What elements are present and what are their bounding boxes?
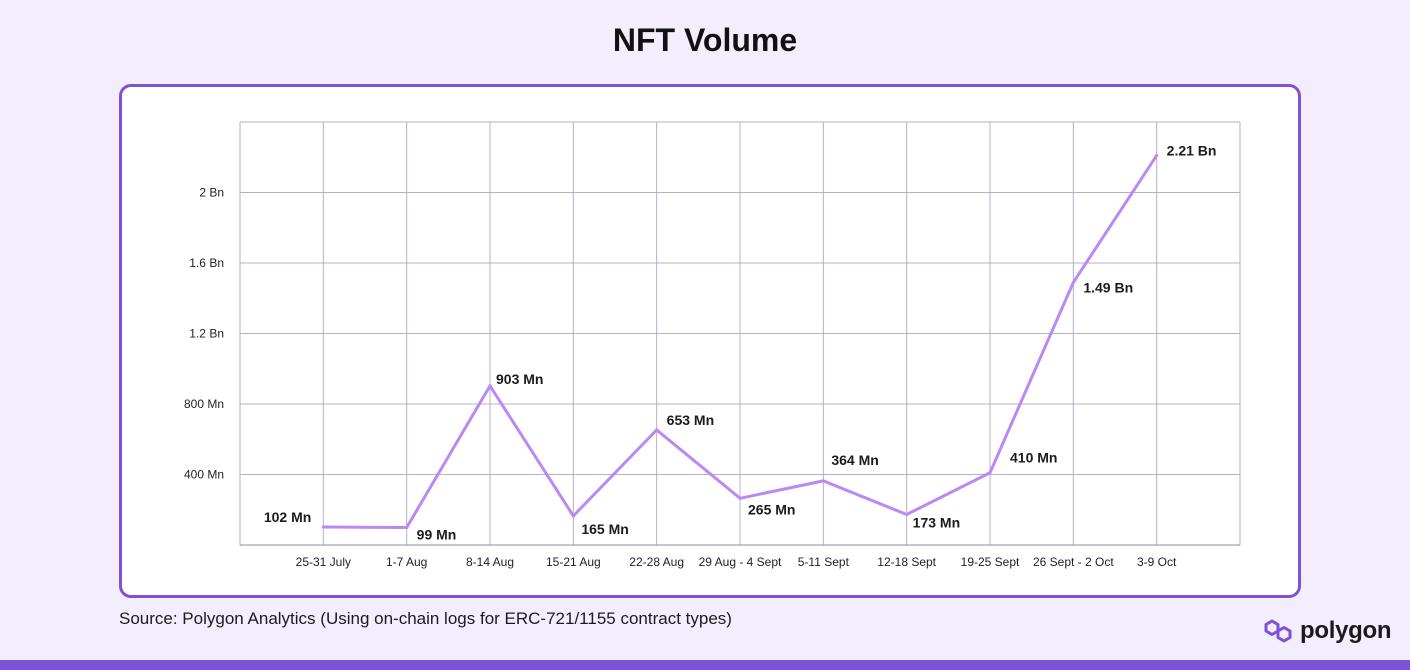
- series-line-group: [321, 153, 1159, 530]
- x-tick-label: 3-9 Oct: [1137, 555, 1177, 569]
- data-point: [655, 428, 659, 432]
- data-point: [738, 496, 742, 500]
- x-tick-label: 25-31 July: [296, 555, 351, 569]
- chart-title: NFT Volume: [612, 22, 798, 58]
- data-label: 903 Mn: [496, 371, 543, 387]
- data-label: 99 Mn: [417, 527, 457, 543]
- polygon-logo-text: polygon: [1300, 617, 1392, 644]
- data-point: [321, 525, 325, 529]
- data-label: 102 Mn: [264, 509, 311, 525]
- data-point: [405, 526, 409, 530]
- data-label: 265 Mn: [748, 501, 795, 517]
- x-tick-label: 19-25 Sept: [961, 555, 1020, 569]
- data-label: 173 Mn: [913, 515, 960, 531]
- data-label: 2.21 Bn: [1167, 142, 1217, 158]
- chart-grid: [239, 121, 1241, 546]
- y-tick-label: 1.6 Bn: [189, 256, 224, 270]
- x-axis-ticks: 25-31 July 1-7 Aug 8-14 Aug 15-21 Aug 22-28 …: [296, 555, 1177, 569]
- data-label: 653 Mn: [667, 412, 714, 428]
- y-axis-ticks: 400 Mn 800 Mn 1.2 Bn 1.6 Bn 2 Bn: [184, 186, 224, 482]
- y-tick-label: 1.2 Bn: [189, 327, 224, 341]
- data-point: [905, 513, 909, 517]
- chart-card: 400 Mn 800 Mn 1.2 Bn 1.6 Bn 2 Bn 25-31 July 1…: [119, 84, 1301, 598]
- data-point: [1071, 280, 1075, 284]
- data-point: [1155, 153, 1159, 157]
- data-label: 410 Mn: [1010, 450, 1057, 466]
- x-tick-label: 22-28 Aug: [629, 555, 684, 569]
- data-label: 165 Mn: [581, 521, 628, 537]
- y-tick-label: 400 Mn: [184, 468, 224, 482]
- data-point: [821, 479, 825, 483]
- bottom-accent-bar: [0, 660, 1410, 670]
- x-tick-label: 1-7 Aug: [386, 555, 427, 569]
- polygon-logo-icon: [1264, 619, 1292, 643]
- polygon-logo: polygon: [1262, 614, 1392, 648]
- line-chart: 400 Mn 800 Mn 1.2 Bn 1.6 Bn 2 Bn 25-31 July 1…: [184, 121, 1241, 569]
- data-label: 1.49 Bn: [1083, 279, 1133, 295]
- source-note: Source: Polygon Analytics (Using on-chai…: [119, 609, 732, 628]
- x-tick-label: 15-21 Aug: [546, 555, 601, 569]
- data-labels: 102 Mn 99 Mn 903 Mn 165 Mn 653 Mn 265 Mn 364 M…: [264, 142, 1217, 542]
- data-point: [571, 514, 575, 518]
- x-tick-label: 29 Aug - 4 Sept: [699, 555, 782, 569]
- x-tick-label: 8-14 Aug: [466, 555, 514, 569]
- data-point: [488, 384, 492, 388]
- y-tick-label: 2 Bn: [199, 186, 224, 200]
- x-tick-label: 26 Sept - 2 Oct: [1033, 555, 1114, 569]
- data-point: [988, 471, 992, 475]
- x-tick-label: 5-11 Sept: [798, 555, 850, 569]
- x-tick-label: 12-18 Sept: [877, 555, 936, 569]
- y-tick-label: 800 Mn: [184, 397, 224, 411]
- data-label: 364 Mn: [831, 452, 878, 468]
